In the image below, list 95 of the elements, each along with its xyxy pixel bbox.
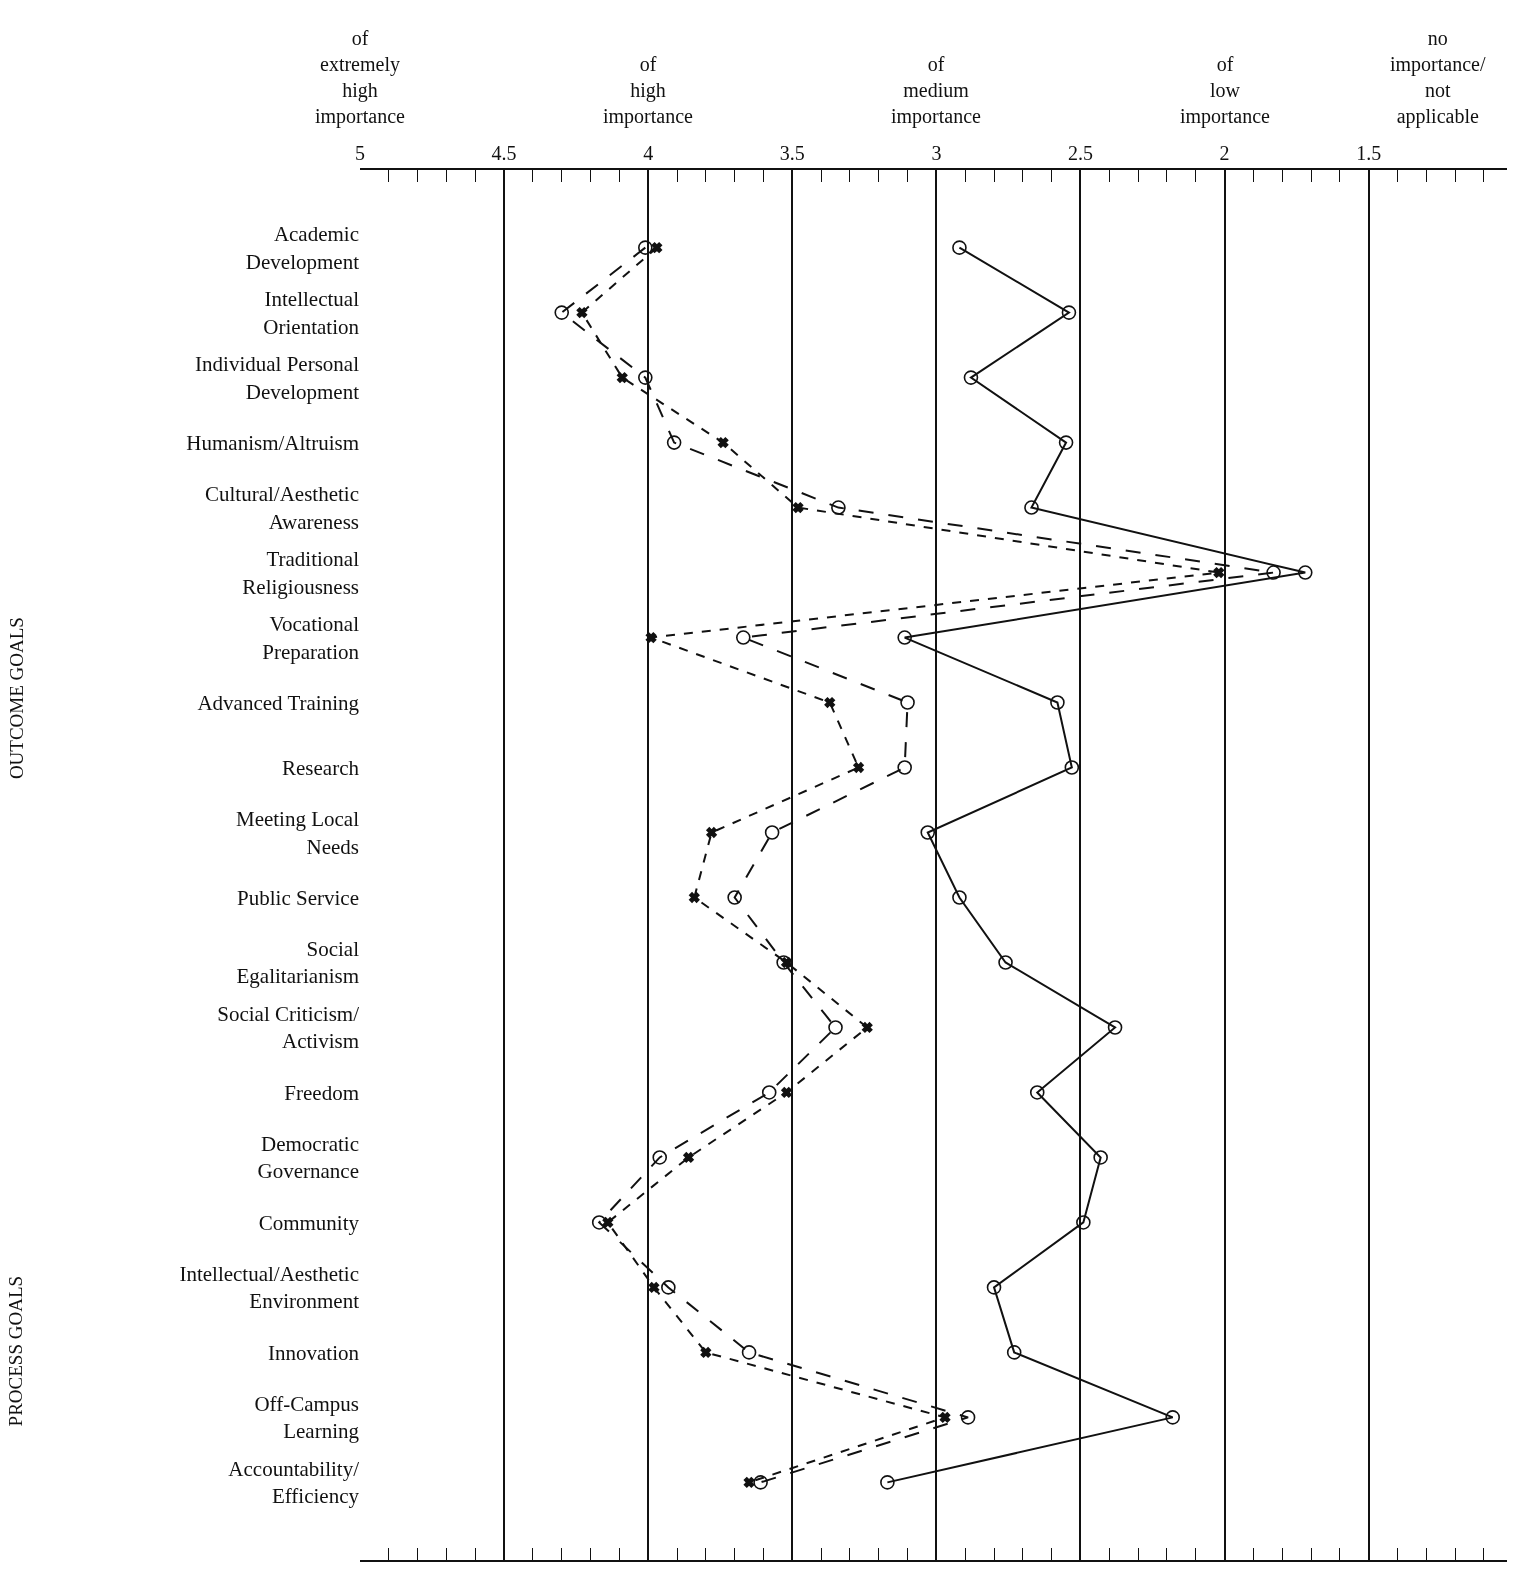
- point: [638, 240, 653, 255]
- point: [761, 1085, 777, 1100]
- point: [781, 957, 792, 968]
- point: [651, 242, 663, 253]
- y-tick-label: Innovation: [268, 1340, 360, 1365]
- point: [900, 695, 915, 710]
- point: [952, 890, 967, 905]
- point: [554, 305, 570, 320]
- point: [764, 825, 780, 840]
- point: [652, 1150, 668, 1165]
- point: [1024, 500, 1039, 515]
- y-tick-label: Cultural/Aesthetic Awareness: [205, 482, 359, 534]
- x-tick-label: 5: [355, 142, 365, 165]
- y-tick-label: Vocational Preparation: [262, 612, 360, 664]
- point: [591, 1215, 607, 1230]
- point: [952, 240, 967, 255]
- y-tick-label: Intellectual/Aesthetic Environment: [179, 1262, 360, 1314]
- text: OUTCOME GOALS: [5, 617, 27, 780]
- point: [743, 1477, 755, 1488]
- x-tick-label: 2: [1219, 142, 1230, 165]
- point: [661, 1280, 676, 1295]
- point: [706, 827, 717, 838]
- y-tick-label: Intellectual Orientation: [263, 287, 360, 339]
- y-tick-label: Meeting Local Needs: [235, 807, 360, 859]
- x-tick-label: 4.5: [491, 142, 517, 165]
- point: [831, 500, 846, 515]
- point: [741, 1345, 757, 1360]
- text: of medium importance: [891, 53, 982, 128]
- point: [683, 1152, 694, 1163]
- point: [939, 1412, 951, 1423]
- x-tick-label: 2.5: [1067, 142, 1093, 165]
- point: [998, 955, 1013, 970]
- point: [920, 825, 936, 840]
- point: [824, 697, 836, 708]
- point: [1213, 567, 1225, 578]
- point: [861, 1022, 873, 1033]
- point: [1050, 695, 1065, 710]
- y-tick-label: Public Service: [237, 885, 359, 910]
- y-tick-label: Social Egalitarianism: [236, 937, 360, 989]
- point: [1107, 1020, 1123, 1035]
- point: [666, 435, 682, 450]
- y-tick-label: Accountability/ Efficiency: [228, 1457, 360, 1509]
- y-tick-label: Off-Campus Learning: [254, 1392, 360, 1444]
- point: [688, 892, 700, 903]
- point: [776, 955, 791, 970]
- point: [648, 1282, 660, 1293]
- y-tick-label: Academic Development: [245, 222, 360, 274]
- point: [986, 1280, 1002, 1295]
- y-tick-label: Research: [282, 755, 360, 780]
- point: [1061, 305, 1077, 320]
- point: [1058, 435, 1074, 450]
- point: [1064, 760, 1080, 775]
- point: [897, 760, 912, 775]
- point: [638, 370, 653, 385]
- point: [963, 370, 979, 385]
- point: [727, 890, 742, 905]
- point: [700, 1347, 712, 1358]
- point: [645, 632, 657, 643]
- point: [717, 437, 729, 448]
- text: of high importance: [603, 53, 694, 128]
- point: [1076, 1215, 1091, 1230]
- point: [1297, 565, 1313, 580]
- point: [616, 372, 628, 383]
- point: [1165, 1410, 1180, 1425]
- point: [853, 762, 864, 773]
- point: [1266, 565, 1281, 580]
- y-tick-label: Freedom: [284, 1080, 359, 1105]
- text: no importance/ not applicable: [1390, 27, 1486, 128]
- point: [1029, 1085, 1045, 1100]
- y-tick-label: Traditional Religiousness: [242, 547, 360, 599]
- y-tick-label: Social Criticism/ Activism: [217, 1002, 360, 1054]
- y-tick-label: Advanced Training: [197, 690, 360, 715]
- y-tick-label: Humanism/Altruism: [186, 430, 359, 455]
- point: [828, 1020, 843, 1035]
- point: [602, 1217, 614, 1228]
- x-tick-label: 1.5: [1356, 142, 1382, 165]
- text: PROCESS GOALS: [5, 1275, 27, 1427]
- point: [897, 630, 912, 645]
- y-tick-label: Democratic Governance: [257, 1132, 359, 1184]
- y-tick-label: Community: [258, 1210, 360, 1235]
- x-tick-label: 3.5: [779, 142, 805, 165]
- point: [781, 1087, 792, 1098]
- y-tick-label: Individual Personal Development: [195, 352, 360, 404]
- point: [1006, 1345, 1022, 1360]
- point: [960, 1410, 976, 1425]
- point: [576, 307, 588, 318]
- point: [880, 1475, 895, 1490]
- x-tick-label: 4: [643, 142, 654, 165]
- point: [736, 630, 751, 645]
- point: [1093, 1150, 1108, 1165]
- point: [753, 1475, 768, 1490]
- point: [792, 502, 804, 513]
- text: of extremely high importance: [315, 27, 406, 128]
- text: of low importance: [1180, 53, 1271, 128]
- x-tick-label: 3: [931, 142, 942, 165]
